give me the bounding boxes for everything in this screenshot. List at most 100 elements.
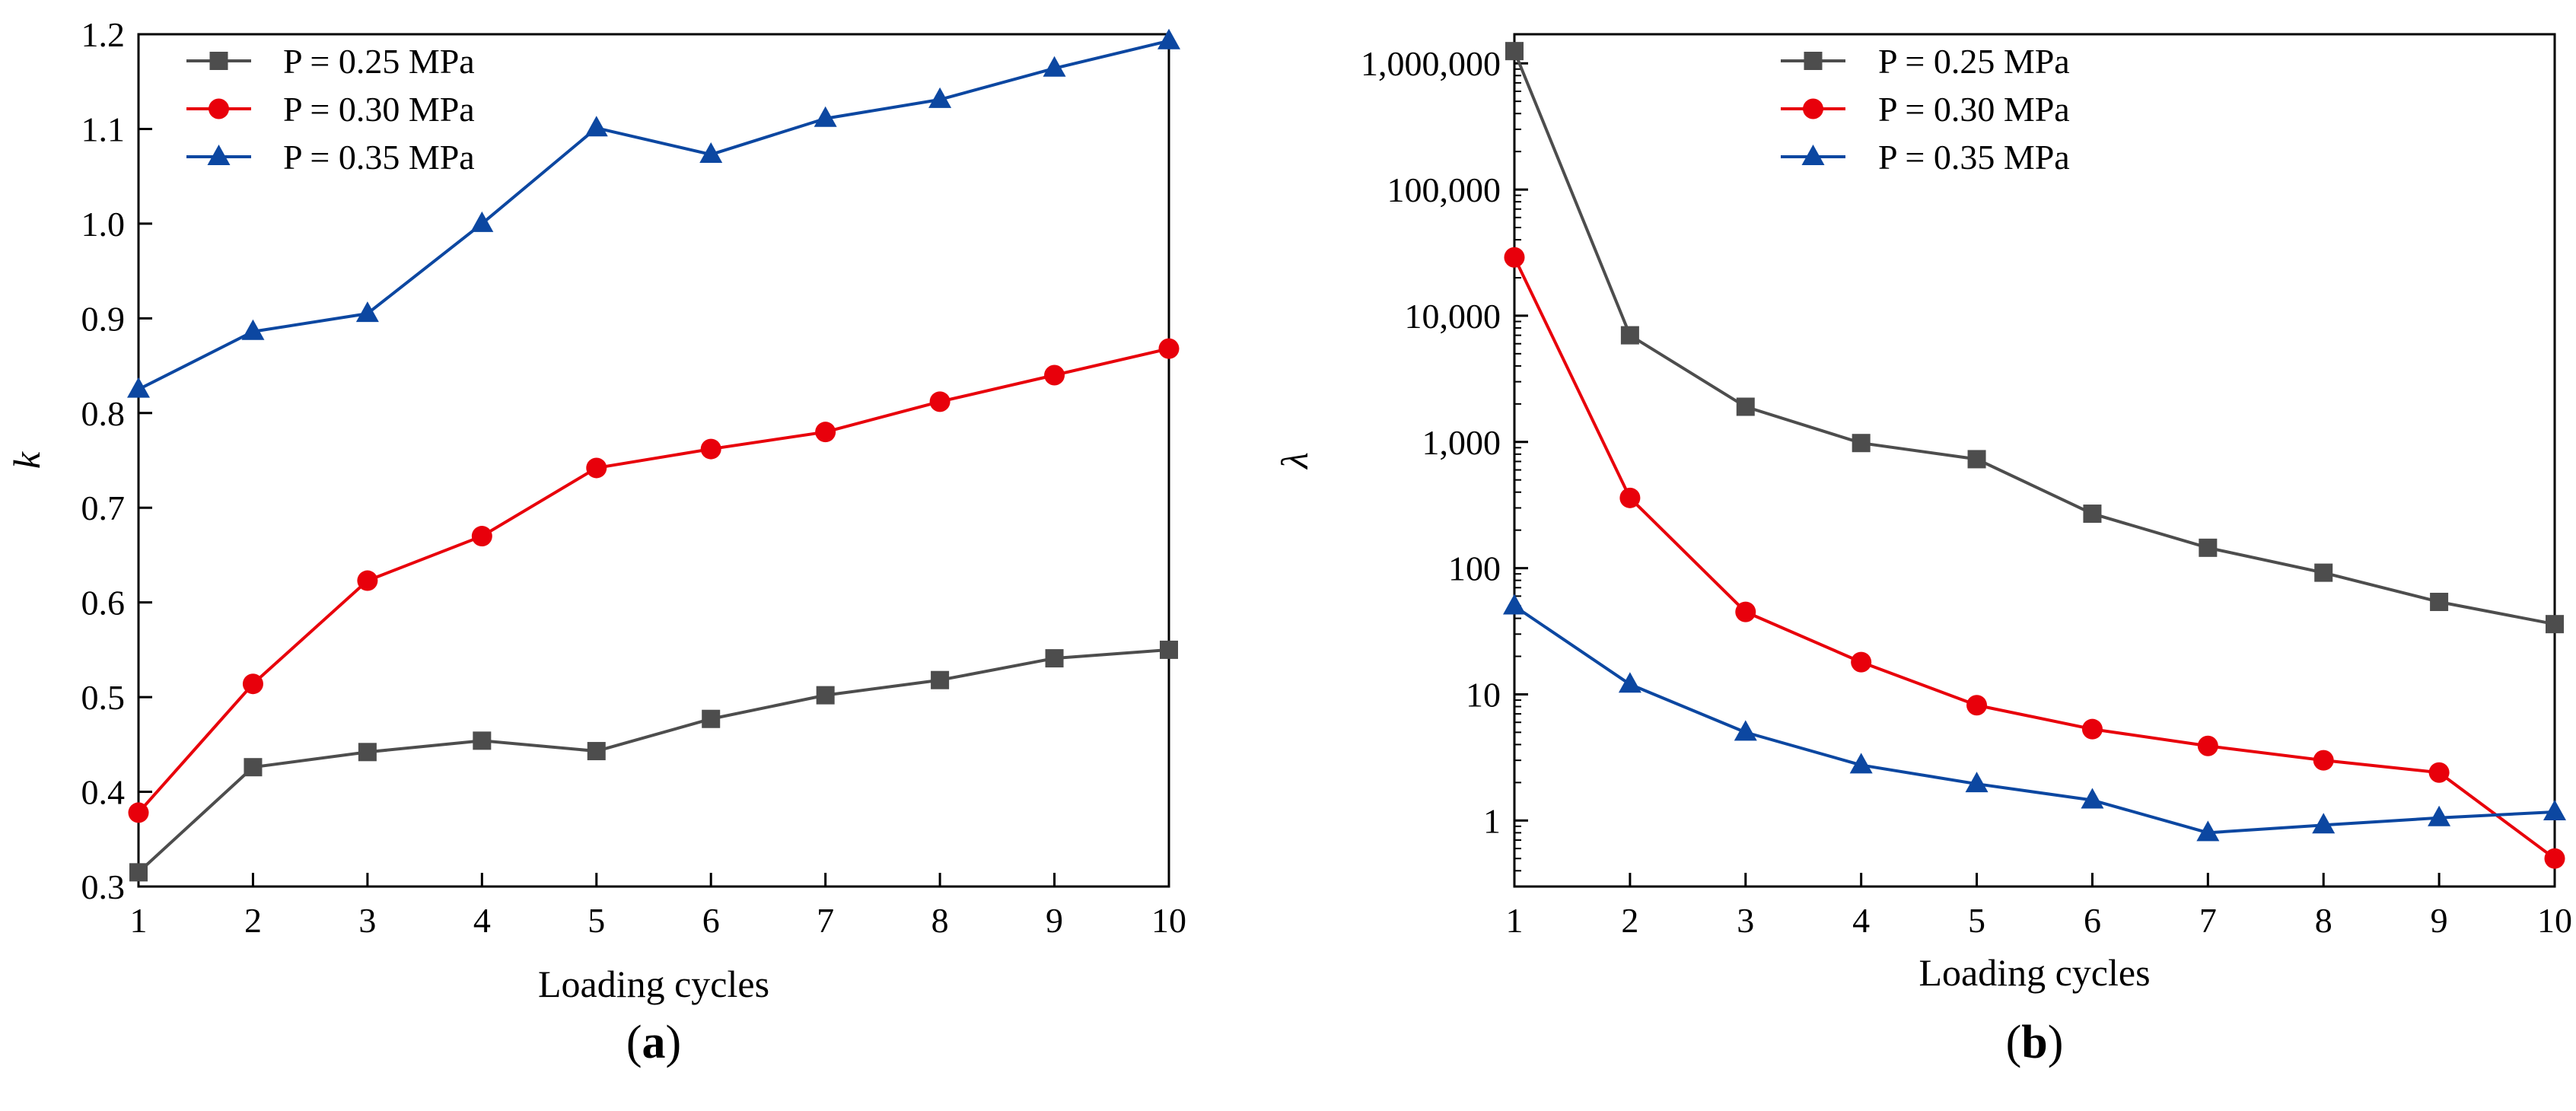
data-point xyxy=(1620,326,1639,345)
legend-label: P = 0.30 MPa xyxy=(1878,90,2070,129)
data-point xyxy=(2544,848,2565,869)
x-tick-label: 3 xyxy=(358,901,376,940)
y-tick-label: 100,000 xyxy=(1387,170,1501,209)
data-point xyxy=(1505,42,1524,61)
data-point xyxy=(127,377,150,398)
x-tick-label: 10 xyxy=(1151,901,1186,940)
data-point xyxy=(2196,820,2220,842)
data-point xyxy=(470,211,494,232)
y-axis-title: λ xyxy=(1273,452,1316,470)
series-line xyxy=(1513,256,2556,860)
data-point xyxy=(1852,434,1871,453)
data-point xyxy=(931,670,950,689)
legend-label: P = 0.35 MPa xyxy=(1878,138,2070,177)
series-p-0-30-mpa xyxy=(128,338,1180,823)
y-tick-label: 1.0 xyxy=(81,205,126,244)
data-point xyxy=(1966,695,1988,716)
y-tick-label: 1.2 xyxy=(81,15,126,54)
data-point xyxy=(2430,592,2449,611)
y-tick-label: 0.5 xyxy=(81,678,126,717)
data-point xyxy=(129,863,148,882)
data-point xyxy=(2428,762,2450,783)
plot-frame xyxy=(137,33,1170,888)
x-axis-title: Loading cycles xyxy=(1918,951,2150,994)
y-tick-label: 0.4 xyxy=(81,773,126,812)
data-point xyxy=(814,106,837,127)
legend-marker xyxy=(209,52,228,70)
x-tick-label: 9 xyxy=(1046,901,1063,940)
series-p-0-30-mpa xyxy=(1504,247,2565,869)
series-line xyxy=(137,347,1170,814)
data-point xyxy=(700,438,721,460)
x-tick-label: 7 xyxy=(2199,901,2217,940)
y-tick-label: 0.6 xyxy=(81,584,126,622)
data-point xyxy=(1044,364,1065,386)
data-point xyxy=(587,742,606,761)
y-tick-label: 10,000 xyxy=(1405,297,1501,336)
legend-label: P = 0.30 MPa xyxy=(283,90,475,129)
data-point xyxy=(471,526,492,547)
series-p-0-25-mpa xyxy=(1505,42,2564,634)
y-tick-label: 100 xyxy=(1448,549,1501,588)
data-point xyxy=(355,301,379,323)
data-point xyxy=(2428,805,2451,826)
y-tick-label: 0.8 xyxy=(81,394,126,433)
data-point xyxy=(1619,487,1641,508)
x-tick-label: 4 xyxy=(473,901,491,940)
panel-label-letter: a xyxy=(642,1017,666,1068)
series-line xyxy=(1513,604,2555,835)
data-point xyxy=(1618,672,1641,693)
data-point xyxy=(1504,247,1525,268)
y-tick-label: 0.7 xyxy=(81,489,126,527)
y-tick-label: 1.1 xyxy=(81,110,126,148)
data-point xyxy=(357,570,378,591)
y-tick-label: 0.3 xyxy=(81,867,126,906)
data-point xyxy=(244,758,263,777)
panel-label-letter: b xyxy=(2021,1017,2047,1068)
data-point xyxy=(1736,397,1755,416)
data-point xyxy=(584,116,608,137)
data-point xyxy=(928,87,952,108)
y-tick-label: 1 xyxy=(1483,801,1501,840)
x-tick-label: 2 xyxy=(1621,901,1638,940)
x-tick-label: 8 xyxy=(2315,901,2332,940)
data-point xyxy=(241,319,265,340)
data-point xyxy=(473,731,492,750)
data-point xyxy=(2313,750,2334,771)
data-point xyxy=(1157,28,1180,49)
panel-label-open-paren: ( xyxy=(2006,1017,2022,1068)
data-point xyxy=(2081,718,2103,740)
x-tick-label: 1 xyxy=(130,901,148,940)
x-tick-label: 5 xyxy=(587,901,605,940)
y-tick-label: 10 xyxy=(1466,675,1501,714)
data-point xyxy=(699,142,723,164)
data-point xyxy=(929,391,950,412)
data-point xyxy=(1158,338,1180,359)
series-p-0-35-mpa xyxy=(1503,594,2566,842)
legend-marker xyxy=(1804,52,1823,70)
y-tick-label: 1,000,000 xyxy=(1361,44,1501,83)
data-point xyxy=(1045,649,1064,668)
data-point xyxy=(2543,799,2566,820)
legend: P = 0.25 MPa P = 0.30 MPa P = 0.35 MPa xyxy=(1781,42,2070,177)
x-tick-label: 10 xyxy=(2537,901,2572,940)
data-point xyxy=(2199,538,2218,557)
legend-label: P = 0.25 MPa xyxy=(283,42,475,81)
x-tick-label: 5 xyxy=(1968,901,1985,940)
legend-label: P = 0.35 MPa xyxy=(283,138,475,177)
x-tick-label: 7 xyxy=(817,901,834,940)
y-axis-title: k xyxy=(5,451,48,469)
data-point xyxy=(2312,813,2336,834)
panel-label-close-paren: ) xyxy=(666,1017,682,1068)
data-point xyxy=(242,673,263,695)
chart-panel-b: 1 2 3 4 5 6 7 8 9 10 1 10 100 1,000 10,000 100,000 1,000… xyxy=(1273,33,2572,1068)
series-line xyxy=(138,39,1170,391)
legend-label: P = 0.25 MPa xyxy=(1878,42,2070,81)
data-point xyxy=(702,709,721,728)
data-point xyxy=(586,457,607,479)
data-point xyxy=(815,422,836,443)
x-tick-label: 1 xyxy=(1506,901,1524,940)
x-tick-label: 6 xyxy=(2084,901,2101,940)
y-tick-label: 0.9 xyxy=(81,299,126,338)
